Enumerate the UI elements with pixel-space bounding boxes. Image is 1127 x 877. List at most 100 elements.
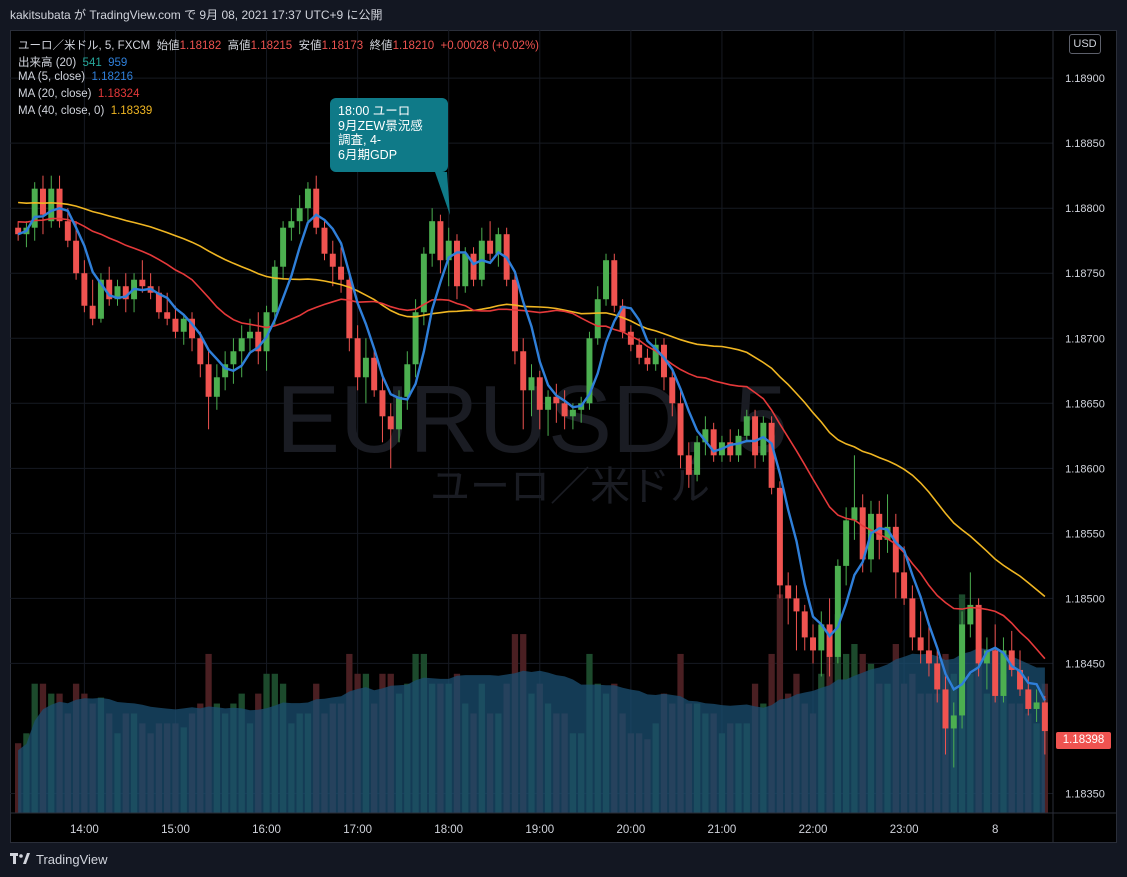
volume-label: 出来高 (20) (18, 57, 77, 69)
site-name[interactable]: TradingView.com (89, 8, 181, 22)
time-tick-label: 19:00 (525, 824, 554, 836)
last-price-tag: 1.18398 (1056, 732, 1111, 749)
time-axis[interactable]: 14:00 15:00 16:00 17:00 18:00 19:00 20:00 21:00… (70, 824, 998, 836)
publish-info: kakitsubata が TradingView.com で 9月 08, 2… (10, 0, 383, 30)
candle-body (172, 318, 179, 332)
footer-brand: TradingView (36, 851, 108, 867)
publish-header: kakitsubata が TradingView.com で 9月 08, 2… (0, 0, 1127, 30)
legend-ma20-row[interactable]: MA (20, close) 1.18324 (18, 88, 139, 100)
legend-ma40-row[interactable]: MA (40, close, 0) 1.18339 (18, 105, 152, 117)
footer[interactable]: TradingView (10, 848, 310, 870)
price-axis[interactable]: 1.18900 1.18850 1.18800 1.18750 1.18700 1.186… (1065, 73, 1105, 800)
ma20-label: MA (20, close) (18, 88, 92, 100)
symbol-label[interactable]: ユーロ／米ドル, 5, FXCM (18, 40, 151, 52)
candle-body (329, 253, 336, 267)
open-label: 始値 (156, 40, 180, 52)
candle-body (760, 422, 767, 456)
volume-ma-value: 959 (108, 57, 128, 69)
candle-body (445, 240, 452, 261)
candle-body (73, 240, 80, 274)
candle-body (379, 390, 386, 417)
high-label: 高値 (227, 40, 251, 52)
change-value: +0.00028 (+0.02%) (440, 40, 539, 52)
candle-body (280, 227, 287, 267)
time-tick-label: 17:00 (343, 824, 372, 836)
ma40-line (18, 201, 1046, 598)
candle-body (735, 435, 742, 456)
candle-body (338, 266, 345, 280)
time-tick-label: 15:00 (161, 824, 190, 836)
price-tick-label: 1.18350 (1065, 788, 1105, 800)
candle-body (288, 221, 295, 228)
candle-body (246, 331, 253, 339)
low-label: 安値 (298, 40, 322, 52)
candle-body (702, 429, 709, 443)
currency-badge[interactable]: USD (1069, 34, 1101, 54)
candle-body (106, 279, 113, 300)
price-tick-label: 1.18650 (1065, 398, 1105, 410)
candle-body (189, 318, 196, 339)
price-tick-label: 1.18450 (1065, 658, 1105, 670)
candle-body (569, 409, 576, 417)
candle-body (652, 344, 659, 365)
candle-body (611, 260, 618, 306)
candle-body (967, 604, 974, 625)
candle-body (776, 487, 783, 586)
candle-body (1008, 650, 1015, 670)
candle-body (296, 208, 303, 222)
time-tick-label: 8 (992, 824, 998, 836)
candle-body (197, 338, 204, 365)
candle-body (992, 650, 999, 696)
price-tick-label: 1.18700 (1065, 333, 1105, 345)
publish-date: で 9月 08, 2021 17:37 UTC+9 に公開 (180, 8, 383, 22)
author-name[interactable]: kakitsubata (10, 8, 71, 22)
legend-ma5-row[interactable]: MA (5, close) 1.18216 (18, 71, 133, 83)
candle-body (1025, 689, 1032, 709)
legend-ohlc-row: ユーロ／米ドル, 5, FXCM 始値1.18182 高値1.18215 安値1… (18, 37, 539, 53)
time-tick-label: 23:00 (890, 824, 919, 836)
candle-body (263, 312, 270, 352)
candle-body (222, 364, 229, 378)
candle-body (1017, 669, 1024, 690)
price-tick-label: 1.18500 (1065, 593, 1105, 605)
candles (15, 175, 1048, 768)
ma5-value: 1.18216 (91, 71, 134, 83)
candle-body (594, 299, 601, 339)
candle-body (205, 364, 212, 397)
candle-body (164, 312, 171, 319)
candle-body (884, 526, 891, 540)
candle-body (48, 188, 55, 222)
candle-body (122, 286, 129, 300)
event-callout[interactable]: 18:00 ユーロ 9月ZEW景況感 調査, 4- 6月期GDP (330, 98, 448, 172)
candle-body (818, 624, 825, 651)
candle-body (586, 338, 593, 404)
price-tick-label: 1.18900 (1065, 73, 1105, 85)
time-tick-label: 18:00 (434, 824, 463, 836)
candle-body (901, 572, 908, 599)
candle-body (843, 520, 850, 566)
chart-canvas[interactable]: EURUSD, 5 ユーロ／米ドル 1.189001.188501.188001… (10, 30, 1117, 843)
candle-body (304, 188, 311, 209)
candle-body (685, 455, 692, 475)
candle-body (520, 351, 527, 391)
candle-body (561, 403, 568, 417)
ma40-label: MA (40, close, 0) (18, 105, 105, 117)
candle-body (644, 357, 651, 365)
candle-body (851, 507, 858, 521)
price-tick-label: 1.18550 (1065, 528, 1105, 540)
candle-body (387, 416, 394, 430)
candle-body (710, 429, 717, 456)
close-value: 1.18210 (392, 40, 435, 52)
price-tick-label: 1.18750 (1065, 268, 1105, 280)
candle-body (139, 279, 146, 287)
candle-body (934, 663, 941, 690)
candle-body (180, 318, 187, 332)
candle-body (412, 312, 419, 365)
watermark-name: ユーロ／米ドル (430, 465, 710, 509)
candle-body (859, 507, 866, 560)
candle-body (487, 240, 494, 254)
legend-volume-row[interactable]: 出来高 (20) 541 959 (18, 54, 127, 70)
grid-lines (10, 30, 1053, 813)
open-value: 1.18182 (179, 40, 222, 52)
candle-body (892, 526, 899, 573)
